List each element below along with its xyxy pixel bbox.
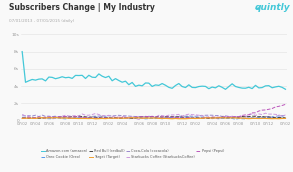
Text: Subscribers Change | My Industry: Subscribers Change | My Industry bbox=[9, 3, 155, 12]
Text: 07/01/2013 - 07/01/2015 (daily): 07/01/2013 - 07/01/2015 (daily) bbox=[9, 19, 74, 23]
Text: ◄: ◄ bbox=[255, 5, 259, 10]
Text: quintly: quintly bbox=[254, 3, 290, 12]
Legend: Amazon.com (amazon), Oreo Cookie (Oreo), Red Bull (redbull), Target (Target), Co: Amazon.com (amazon), Oreo Cookie (Oreo),… bbox=[40, 148, 225, 160]
